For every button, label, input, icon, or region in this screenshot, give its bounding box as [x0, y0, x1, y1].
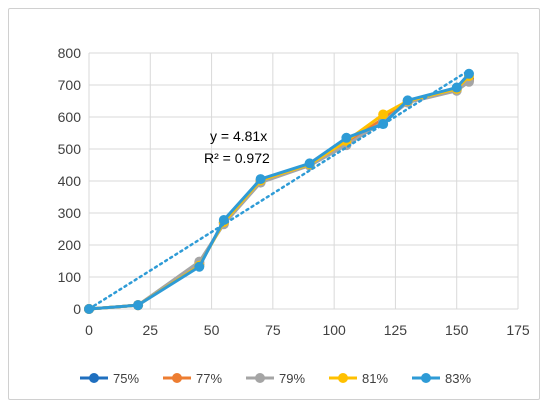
legend-marker — [89, 373, 99, 383]
x-tick-label: 50 — [204, 322, 220, 338]
y-tick-label: 800 — [58, 45, 82, 61]
data-point — [194, 261, 205, 272]
series-77% — [84, 75, 474, 314]
data-point — [255, 174, 266, 185]
trendline — [87, 69, 471, 311]
series-line — [88, 80, 470, 311]
trendline-equation: y = 4.81x — [210, 128, 267, 144]
series-layer — [84, 68, 474, 314]
legend-label: 83% — [445, 371, 471, 386]
x-tick-label: 175 — [506, 322, 530, 338]
data-point — [451, 82, 462, 93]
legend-marker — [421, 373, 431, 383]
legend-label: 79% — [279, 371, 305, 386]
legend-label: 75% — [113, 371, 139, 386]
y-tick-label: 500 — [58, 141, 82, 157]
x-tick-label: 100 — [322, 322, 346, 338]
gridlines — [88, 52, 519, 310]
legend-entry: 77% — [163, 371, 222, 386]
data-point — [304, 158, 315, 169]
x-tick-label: 150 — [445, 322, 469, 338]
series-83% — [84, 68, 474, 314]
y-tick-label: 300 — [58, 205, 82, 221]
data-point — [378, 109, 389, 120]
y-tick-label: 700 — [58, 77, 82, 93]
r-squared-label: R² = 0.972 — [204, 150, 270, 166]
series-81% — [84, 71, 474, 314]
x-tick-label: 0 — [85, 322, 93, 338]
legend-marker — [172, 373, 182, 383]
legend-entry: 83% — [412, 371, 471, 386]
tick-labels: 0 100 200 300 400 500 600 700 800 0 25 50 75 100 125 15… — [58, 45, 530, 338]
x-tick-label: 25 — [142, 322, 158, 338]
y-tick-label: 0 — [73, 301, 81, 317]
x-tick-label: 75 — [265, 322, 281, 338]
y-tick-label: 200 — [58, 237, 82, 253]
legend-label: 77% — [196, 371, 222, 386]
data-point — [133, 300, 144, 311]
legend-entry: 75% — [80, 371, 139, 386]
legend-entry: 81% — [329, 371, 388, 386]
chart-frame — [8, 8, 540, 400]
y-tick-label: 600 — [58, 109, 82, 125]
legend-marker — [338, 373, 348, 383]
y-tick-label: 100 — [58, 269, 82, 285]
legend-entry: 79% — [246, 371, 305, 386]
data-point — [341, 132, 352, 143]
x-tick-label: 125 — [384, 322, 408, 338]
series-75% — [84, 73, 474, 314]
y-tick-label: 400 — [58, 173, 82, 189]
legend-label: 81% — [362, 371, 388, 386]
data-point — [402, 95, 413, 106]
legend: 75% 77% 79% 81% 83% — [80, 371, 471, 386]
series-79% — [84, 76, 474, 314]
legend-marker — [255, 373, 265, 383]
